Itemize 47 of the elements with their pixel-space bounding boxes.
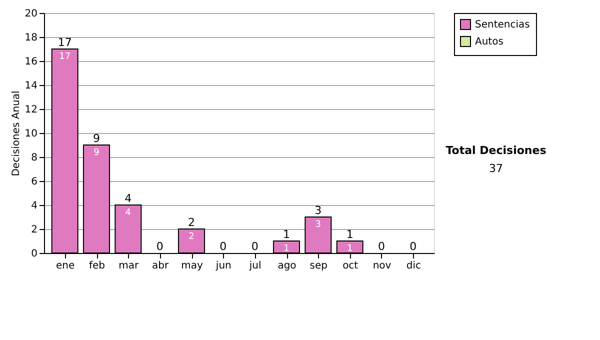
data-label: 9	[94, 148, 100, 158]
total-label: 2	[188, 216, 195, 229]
x-tick-label: dic	[406, 260, 421, 272]
x-tick-label: ene	[56, 260, 75, 272]
y-axis-title: Decisiones Anual	[10, 90, 22, 176]
total-label: 1	[283, 228, 290, 241]
total-label: 0	[378, 240, 385, 253]
data-label: 17	[59, 52, 71, 62]
x-tick-label: jul	[248, 260, 262, 272]
x-tick-label: may	[181, 260, 203, 272]
text: 37	[489, 162, 503, 175]
total-label: 0	[251, 240, 258, 253]
x-tick-label: feb	[88, 260, 106, 272]
total-label: 0	[156, 240, 164, 253]
data-label: 1	[284, 244, 290, 254]
total-label: 9	[93, 132, 100, 145]
data-label: 4	[125, 208, 132, 218]
legend-label: Sentencias	[475, 20, 530, 30]
data-label: 3	[315, 220, 322, 230]
y-tick-label: 8	[31, 152, 38, 164]
y-tick-label: 12	[24, 104, 38, 116]
total-label: 1	[346, 228, 354, 241]
data-label: 1	[346, 244, 353, 254]
y-tick-label: 6	[31, 176, 38, 188]
x-tick-label: oct	[342, 260, 358, 272]
x-tick-label: abr	[152, 260, 170, 272]
x-tick-label: jun	[214, 260, 232, 272]
total-label: 3	[314, 204, 322, 217]
total-label: 4	[124, 192, 132, 205]
x-tick-label: nov	[372, 260, 392, 272]
x-tick-label: mar	[118, 260, 140, 272]
total-label: 17	[58, 36, 72, 49]
x-tick-label: sep	[310, 260, 328, 272]
y-tick-label: 2	[31, 224, 38, 236]
y-tick-label: 20	[24, 8, 38, 20]
y-tick-label: 4	[31, 200, 38, 212]
legend-label: Autos	[475, 36, 504, 48]
y-tick-label: 0	[31, 248, 38, 260]
y-tick-label: 14	[24, 80, 38, 92]
data-label: 2	[188, 232, 194, 242]
y-tick-label: 16	[24, 56, 38, 68]
total-label: 0	[410, 240, 417, 253]
text: Total Decisiones	[446, 144, 547, 157]
total-label: 0	[220, 240, 227, 253]
y-tick-label: 10	[24, 128, 38, 140]
x-tick-label: ago	[278, 260, 296, 272]
y-tick-label: 18	[24, 32, 38, 44]
